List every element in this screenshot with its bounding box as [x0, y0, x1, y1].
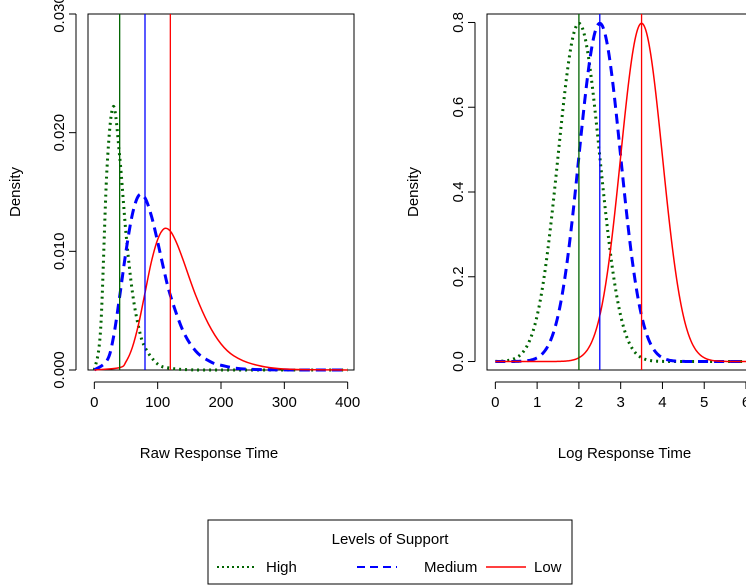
x-tick-label: 6 — [742, 394, 746, 411]
x-tick-label: 4 — [658, 394, 666, 411]
x-tick-label: 5 — [700, 394, 708, 411]
y-tick-label: 0.4 — [450, 182, 467, 203]
legend: Levels of Support High Medium Low — [207, 519, 573, 585]
y-tick-label: 0.010 — [51, 233, 68, 271]
density-curve-low — [94, 227, 348, 371]
y-tick-label: 0.0 — [450, 351, 467, 372]
x-tick-label: 200 — [208, 394, 233, 411]
y-tick-label: 0.000 — [51, 351, 68, 389]
y-tick-label: 0.6 — [450, 97, 467, 118]
legend-label-medium: Medium — [424, 559, 477, 576]
x-tick-label: 0 — [90, 394, 98, 411]
x-axis: 0 100 200 300 400 — [90, 381, 360, 411]
density-curve-medium — [495, 21, 746, 364]
legend-entries: High Medium Low — [217, 559, 562, 576]
plot-frame — [486, 13, 746, 371]
x-tick-label: 2 — [575, 394, 583, 411]
density-curve-medium — [93, 192, 348, 372]
y-axis: 0.0 0.2 0.4 0.6 0.8 — [450, 12, 476, 372]
x-tick-label: 100 — [145, 394, 170, 411]
x-axis-title: Raw Response Time — [140, 445, 278, 462]
x-tick-label: 300 — [272, 394, 297, 411]
density-curve-high — [495, 21, 746, 364]
raw-response-time-panel: 0.000 0.010 0.020 0.030 0 100 200 300 400 Raw R… — [7, 0, 360, 462]
x-tick-label: 0 — [491, 394, 499, 411]
density-curve-low — [495, 22, 746, 363]
x-tick-label: 400 — [335, 394, 360, 411]
x-axis-title: Log Response Time — [558, 445, 691, 462]
x-tick-label: 1 — [533, 394, 541, 411]
y-axis: 0.000 0.010 0.020 0.030 — [51, 0, 77, 389]
density-curves — [92, 105, 348, 372]
y-tick-label: 0.2 — [450, 266, 467, 287]
x-axis: 0 1 2 3 4 5 6 — [491, 381, 746, 411]
mean-lines — [578, 14, 643, 370]
legend-box — [207, 519, 573, 585]
density-curves — [495, 21, 746, 364]
y-tick-label: 0.8 — [450, 12, 467, 33]
y-axis-title: Density — [7, 166, 24, 217]
plot-frame — [87, 13, 355, 371]
log-response-time-panel: 0.0 0.2 0.4 0.6 0.8 0 1 2 3 4 5 6 Log Response Tim… — [405, 12, 746, 462]
mean-lines — [119, 14, 171, 370]
y-tick-label: 0.030 — [51, 0, 68, 33]
density-curve-high — [92, 105, 348, 372]
y-axis-title: Density — [405, 166, 422, 217]
x-tick-label: 3 — [617, 394, 625, 411]
legend-label-low: Low — [534, 559, 562, 576]
legend-title: Levels of Support — [332, 531, 450, 548]
y-tick-label: 0.020 — [51, 114, 68, 152]
legend-label-high: High — [266, 559, 297, 576]
